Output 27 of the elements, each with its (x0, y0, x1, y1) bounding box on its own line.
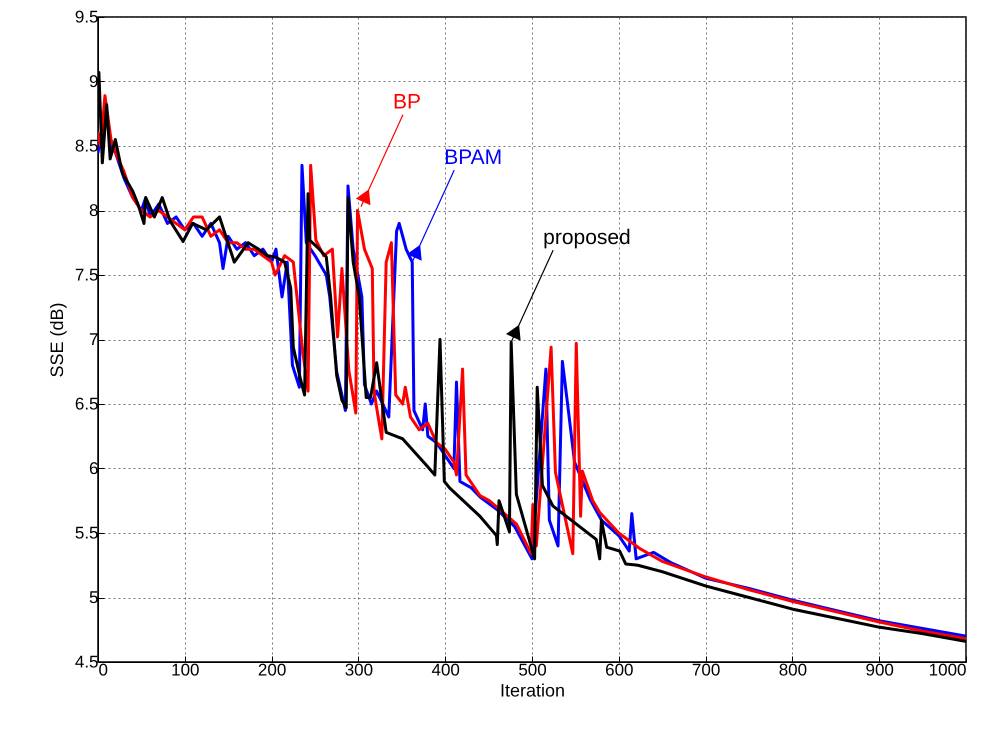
y-tick-label: 6.5 (74, 394, 98, 414)
annotation: proposed (543, 226, 631, 250)
annotation: BPAM (444, 146, 502, 170)
y-tick-label: 5 (89, 588, 98, 607)
x-tick-label: 100 (171, 660, 200, 680)
y-tick-label: 6 (89, 459, 98, 478)
x-tick-label: 400 (432, 660, 460, 680)
x-tick-label: 300 (344, 660, 374, 680)
y-tick-label: 8 (89, 201, 98, 220)
y-tick-label: 8.5 (74, 136, 98, 156)
y-tick-label: 9 (89, 72, 98, 91)
y-tick-label: 9.5 (74, 8, 98, 26)
x-tick-label: 900 (866, 660, 894, 680)
y-tick-label: 4.5 (74, 652, 98, 672)
y-tick-label: 7.5 (74, 266, 98, 284)
y-axis-title: SSE (dB) (46, 302, 67, 378)
x-tick-label: 800 (778, 660, 808, 680)
x-tick-label: 1000 (928, 660, 966, 680)
x-axis-title: Iteration (500, 680, 566, 700)
annotation: BP (393, 90, 422, 114)
y-tick-label: 7 (89, 330, 98, 349)
x-tick-label: 500 (518, 660, 547, 680)
x-tick-label: 600 (605, 660, 634, 680)
x-tick-label: 700 (692, 660, 720, 680)
y-tick-label: 5.5 (74, 524, 98, 542)
x-tick-label: 0 (98, 660, 108, 680)
x-tick-label: 200 (258, 660, 286, 680)
